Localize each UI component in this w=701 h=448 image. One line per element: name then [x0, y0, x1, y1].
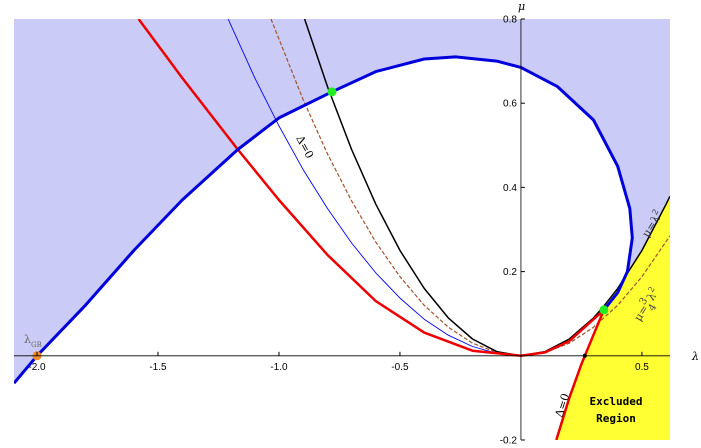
annotation: λGB [24, 333, 42, 349]
axes: -2.0 -1.5 -1.0 -0.5 0.5 -0.2 0.2 0.4 0.6 0.8 λ μ [14, 0, 699, 447]
annotation-text: Region [596, 412, 636, 425]
y-tick-label: 0.4 [503, 183, 517, 194]
x-tick-label: -0.5 [391, 362, 409, 373]
fraction-denominator: 4 [647, 302, 660, 313]
curves [14, 19, 670, 440]
curve [137, 19, 605, 358]
x-tick-label: 0.5 [635, 362, 649, 373]
annotation-text: Excluded [590, 395, 643, 408]
point [327, 87, 337, 97]
fraction-numerator: 3 [638, 296, 651, 307]
regions [14, 19, 670, 440]
curve [555, 309, 606, 440]
x-axis-label: λ [691, 350, 699, 363]
y-tick-label: 0.6 [503, 99, 517, 110]
y-tick-label: -0.2 [500, 436, 518, 447]
y-tick-label: 0.2 [503, 267, 517, 278]
shaded-region [14, 19, 670, 384]
superscript: 2 [646, 285, 656, 294]
annotation-text: λ [24, 333, 31, 346]
annotation: Δ=0 [293, 133, 316, 160]
y-axis-label: μ [518, 0, 525, 13]
x-tick-label: -1.5 [149, 362, 167, 373]
superscript: 2 [650, 208, 660, 217]
curve [270, 19, 670, 357]
curve [14, 55, 634, 385]
point [599, 305, 609, 315]
x-tick-label: -1.0 [270, 362, 288, 373]
y-tick-label: 0.8 [503, 15, 517, 26]
subscript: GB [31, 341, 42, 349]
annotation: Region [596, 412, 636, 425]
annotation: Excluded [590, 395, 643, 408]
annotation-text: Δ=0 [293, 133, 316, 160]
x-tick-label: -2.0 [28, 362, 46, 373]
excluded-region [556, 196, 670, 440]
